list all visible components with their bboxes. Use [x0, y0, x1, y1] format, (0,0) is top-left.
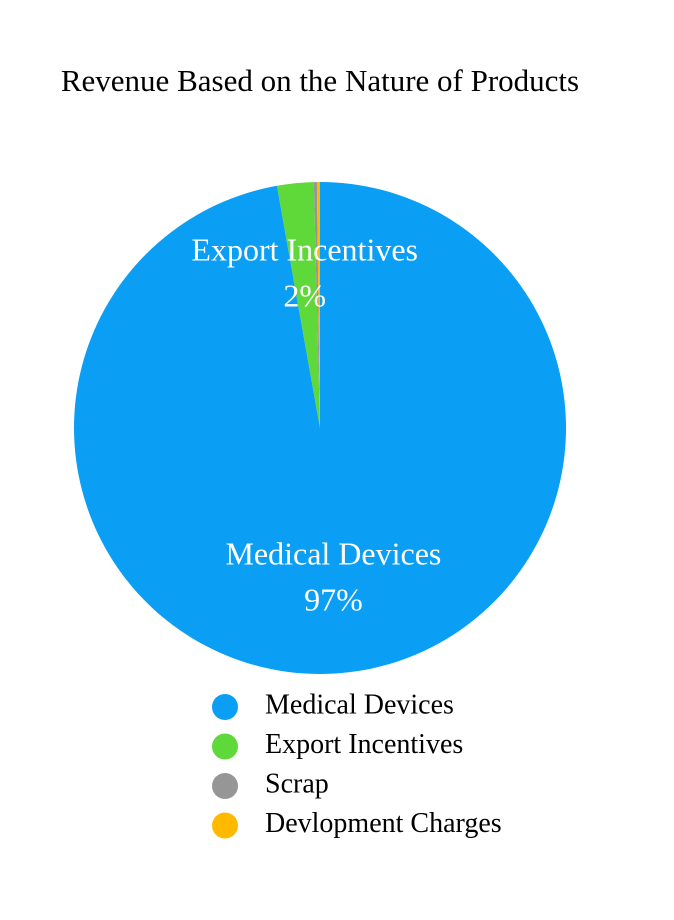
legend-marker [212, 694, 238, 720]
slice-value-label: 97% [304, 581, 363, 617]
chart-title: Revenue Based on the Nature of Products [60, 63, 580, 98]
pie-slice [74, 181, 567, 675]
legend-marker [212, 812, 238, 839]
legend-label: Devlopment Charges [265, 808, 502, 839]
pie-slice [276, 182, 320, 428]
slice-label: Export Incentives [191, 232, 418, 268]
slice-label: Medical Devices [225, 535, 441, 571]
legend-marker [212, 773, 238, 799]
pie-slice [313, 182, 320, 428]
legend-marker [212, 733, 238, 760]
legend-label: Export Incentives [265, 729, 463, 760]
legend-label: Medical Devices [265, 689, 454, 720]
legend-label: Scrap [265, 768, 329, 799]
slice-value-label: 2% [283, 278, 326, 314]
pie-slice [316, 182, 320, 428]
